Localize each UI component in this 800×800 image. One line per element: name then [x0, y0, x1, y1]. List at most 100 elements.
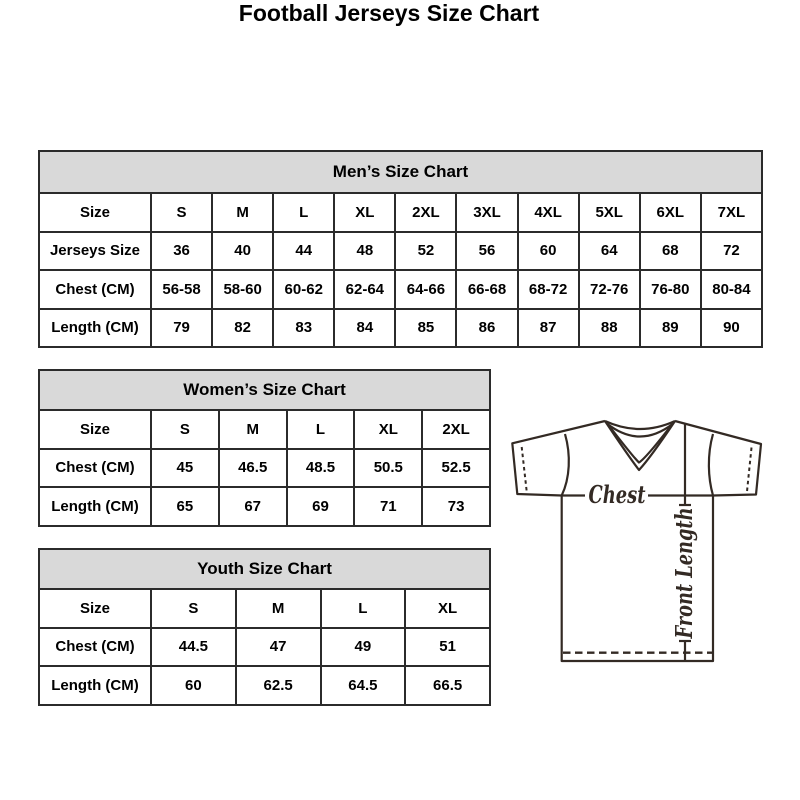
jersey-right-sleeve: [674, 419, 763, 497]
row-label: Length (CM): [38, 307, 152, 348]
row-label: Size: [38, 588, 152, 629]
table-cell: 64: [577, 230, 641, 271]
table-cell: 52.5: [421, 447, 491, 489]
chest-label: Chest: [589, 480, 646, 509]
table-row: Chest (CM) 44.5 47 49 51: [38, 626, 491, 668]
table-cell: 66.5: [404, 665, 491, 706]
table-cell: 64-66: [394, 269, 458, 310]
table-cell: 60: [516, 230, 580, 271]
table-title: Youth Size Chart: [38, 548, 491, 590]
table-cell: 52: [394, 230, 458, 271]
table-cell: 56: [455, 230, 519, 271]
table-cell: 89: [638, 307, 702, 348]
table-cell: L: [272, 192, 336, 233]
table-cell: 51: [404, 626, 491, 668]
row-label: Chest (CM): [38, 447, 152, 489]
table-title: Women’s Size Chart: [38, 369, 491, 411]
table-cell: 68-72: [516, 269, 580, 310]
row-label: Chest (CM): [38, 626, 152, 668]
table-cell: 84: [333, 307, 397, 348]
table-cell: 44: [272, 230, 336, 271]
table-cell: 88: [577, 307, 641, 348]
table-cell: S: [149, 192, 214, 233]
table-cell: 3XL: [455, 192, 519, 233]
table-cell: 48.5: [285, 447, 356, 489]
table-cell: 82: [211, 307, 275, 348]
table-cell: S: [150, 588, 237, 629]
table-cell: 71: [353, 486, 424, 527]
table-cell: M: [234, 588, 322, 629]
table-cell: 2XL: [421, 409, 491, 450]
row-label: Length (CM): [38, 665, 152, 706]
table-row: Jerseys Size 36 40 44 48 52 56 60 64 68 72: [38, 230, 764, 271]
row-label: Chest (CM): [38, 269, 152, 310]
table-row: Size S M L XL 2XL 3XL 4XL 5XL 6XL 7XL: [38, 192, 764, 233]
table-cell: M: [211, 192, 275, 233]
table-cell: 79: [149, 307, 214, 348]
table-cell: 69: [285, 486, 356, 527]
table-title: Men’s Size Chart: [38, 150, 763, 194]
table-cell: 67: [217, 486, 288, 527]
table-cell: 85: [394, 307, 458, 348]
jersey-body: [560, 495, 715, 663]
front-length-label: Front Length: [671, 508, 698, 640]
table-cell: XL: [333, 192, 397, 233]
table-cell: 48: [333, 230, 397, 271]
table-cell: 80-84: [699, 269, 764, 310]
table-row: Chest (CM) 45 46.5 48.5 50.5 52.5: [38, 447, 491, 489]
row-label: Size: [38, 409, 152, 450]
jersey-vneck-collar: [604, 419, 676, 472]
page-title: Football Jerseys Size Chart: [238, 0, 540, 26]
table-cell: 50.5: [353, 447, 424, 489]
table-cell: 72-76: [577, 269, 641, 310]
table-cell: XL: [353, 409, 424, 450]
table-cell: 65: [150, 486, 220, 527]
table-cell: L: [319, 588, 407, 629]
table-cell: 36: [149, 230, 214, 271]
table-cell: XL: [404, 588, 491, 629]
table-cell: L: [285, 409, 356, 450]
womens-size-table: Women’s Size Chart Size S M L XL 2XL Chest (CM)…: [38, 369, 491, 527]
youth-size-table: Youth Size Chart Size S M L XL Chest (CM) 44.5 4…: [38, 548, 491, 706]
table-cell: 45: [150, 447, 220, 489]
table-row: Chest (CM) 56-58 58-60 60-62 62-64 64-66 66-68…: [38, 269, 764, 310]
table-cell: 40: [211, 230, 275, 271]
table-cell: 7XL: [699, 192, 764, 233]
mens-size-table: Men’s Size Chart Size S M L XL 2XL 3XL 4XL 5XL 6XL…: [38, 150, 764, 348]
table-cell: 60: [150, 665, 237, 706]
table-cell: 73: [421, 486, 491, 527]
table-cell: S: [150, 409, 220, 450]
table-row: Length (CM) 60 62.5 64.5 66.5: [38, 665, 491, 706]
table-cell: 90: [699, 307, 764, 348]
table-cell: 87: [516, 307, 580, 348]
row-label: Jerseys Size: [38, 230, 152, 271]
front-length-measure-line: [679, 423, 691, 661]
table-cell: M: [217, 409, 288, 450]
table-cell: 64.5: [319, 665, 407, 706]
table-cell: 44.5: [150, 626, 237, 668]
table-cell: 83: [272, 307, 336, 348]
table-cell: 62-64: [333, 269, 397, 310]
table-cell: 46.5: [217, 447, 288, 489]
table-cell: 58-60: [211, 269, 275, 310]
table-cell: 2XL: [394, 192, 458, 233]
table-cell: 47: [234, 626, 322, 668]
row-label: Size: [38, 192, 152, 233]
table-cell: 56-58: [149, 269, 214, 310]
table-cell: 60-62: [272, 269, 336, 310]
table-cell: 72: [699, 230, 764, 271]
table-row: Size S M L XL 2XL: [38, 409, 491, 450]
table-cell: 6XL: [638, 192, 702, 233]
table-row: Length (CM) 65 67 69 71 73: [38, 486, 491, 527]
table-cell: 76-80: [638, 269, 702, 310]
table-cell: 4XL: [516, 192, 580, 233]
table-row: Length (CM) 79 82 83 84 85 86 87 88 89 90: [38, 307, 764, 348]
table-cell: 66-68: [455, 269, 519, 310]
table-cell: 62.5: [234, 665, 322, 706]
table-cell: 68: [638, 230, 702, 271]
jersey-measurement-diagram: Chest Front Length: [497, 400, 767, 670]
row-label: Length (CM): [38, 486, 152, 527]
table-cell: 5XL: [577, 192, 641, 233]
table-row: Size S M L XL: [38, 588, 491, 629]
